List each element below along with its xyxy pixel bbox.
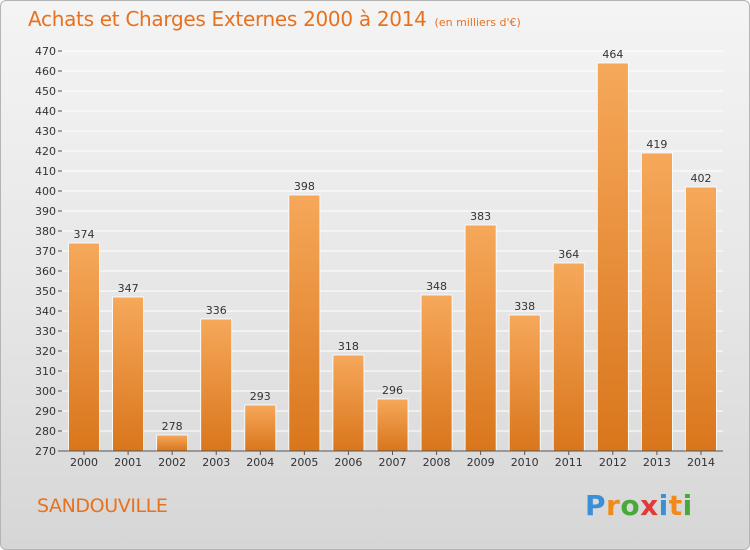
y-tick-label: 380	[35, 225, 56, 238]
logo-letter: r	[606, 489, 621, 522]
y-tick-label: 290	[35, 405, 56, 418]
y-tick-label: 340	[35, 305, 56, 318]
x-tick-label: 2007	[379, 456, 407, 469]
bar	[244, 404, 277, 452]
x-tick-label: 2008	[423, 456, 451, 469]
x-tick-label: 2000	[70, 456, 98, 469]
y-tick-label: 300	[35, 385, 56, 398]
bars	[68, 62, 717, 452]
proxiti-logo: Proxiti	[585, 489, 693, 522]
x-tick-label: 2014	[687, 456, 715, 469]
y-tick-label: 450	[35, 85, 56, 98]
bar	[376, 398, 409, 452]
data-labels: 374 347 278 336 293 398 318 296 348 383 338 364 464 4…	[74, 48, 712, 433]
data-label: 419	[646, 138, 667, 151]
bar	[288, 194, 321, 452]
bar	[200, 318, 233, 452]
data-label: 348	[426, 280, 447, 293]
y-tick-label: 360	[35, 265, 56, 278]
data-label: 383	[470, 210, 491, 223]
y-tick-label: 310	[35, 365, 56, 378]
x-tick-label: 2002	[158, 456, 186, 469]
y-tick-label: 350	[35, 285, 56, 298]
chart-title: Achats et Charges Externes 2000 à 2014 (e…	[28, 7, 521, 31]
y-tick-label: 270	[35, 445, 56, 458]
chart-subtitle: (en milliers d'€)	[434, 16, 521, 29]
logo-letter: i	[658, 489, 669, 522]
y-tick-label: 280	[35, 425, 56, 438]
y-tick-label: 400	[35, 185, 56, 198]
x-tick-label: 2010	[511, 456, 539, 469]
data-label: 402	[690, 172, 711, 185]
bar	[464, 224, 497, 452]
bar	[332, 354, 365, 452]
y-tick-label: 470	[35, 45, 56, 58]
y-axis-ticks: 270 280 290 300 310 320 330 340 350 360 370 380 390 4…	[35, 45, 62, 458]
bar	[641, 152, 673, 452]
x-tick-label: 2011	[555, 456, 583, 469]
x-tick-label: 2003	[202, 456, 230, 469]
y-tick-label: 420	[35, 145, 56, 158]
logo-letter: x	[640, 489, 659, 522]
y-tick-label: 390	[35, 205, 56, 218]
bar	[596, 62, 629, 452]
bar	[508, 314, 541, 452]
x-tick-label: 2004	[246, 456, 274, 469]
y-tick-label: 440	[35, 105, 56, 118]
x-axis-ticks: 2000 2001 2002 2003 2004 2005 2006 2007 2008 2009…	[70, 451, 715, 469]
bar	[112, 296, 144, 452]
bar	[552, 262, 585, 452]
logo-letter: P	[585, 489, 607, 522]
data-label: 464	[602, 48, 623, 61]
bar	[685, 186, 717, 452]
data-label: 338	[514, 300, 535, 313]
logo-letter: o	[620, 489, 641, 522]
data-label: 296	[382, 384, 403, 397]
y-tick-label: 330	[35, 325, 56, 338]
data-label: 336	[206, 304, 227, 317]
bar	[420, 294, 453, 452]
data-label: 374	[74, 228, 95, 241]
data-label: 318	[338, 340, 359, 353]
y-tick-label: 430	[35, 125, 56, 138]
logo-letter: i	[682, 489, 693, 522]
data-label: 293	[250, 390, 271, 403]
logo-letter: t	[668, 489, 683, 522]
x-tick-label: 2012	[599, 456, 627, 469]
x-tick-label: 2009	[467, 456, 495, 469]
y-tick-label: 370	[35, 245, 56, 258]
x-tick-label: 2006	[334, 456, 362, 469]
x-tick-label: 2001	[114, 456, 142, 469]
x-tick-label: 2013	[643, 456, 671, 469]
data-label: 278	[162, 420, 183, 433]
y-tick-label: 410	[35, 165, 56, 178]
x-tick-label: 2005	[290, 456, 318, 469]
bar	[68, 242, 100, 452]
data-label: 398	[294, 180, 315, 193]
bar	[156, 434, 189, 452]
y-tick-label: 320	[35, 345, 56, 358]
y-tick-label: 460	[35, 65, 56, 78]
data-label: 364	[558, 248, 579, 261]
title-text: Achats et Charges Externes 2000 à 2014	[28, 7, 427, 31]
commune-name: SANDOUVILLE	[37, 495, 168, 517]
data-label: 347	[118, 282, 139, 295]
